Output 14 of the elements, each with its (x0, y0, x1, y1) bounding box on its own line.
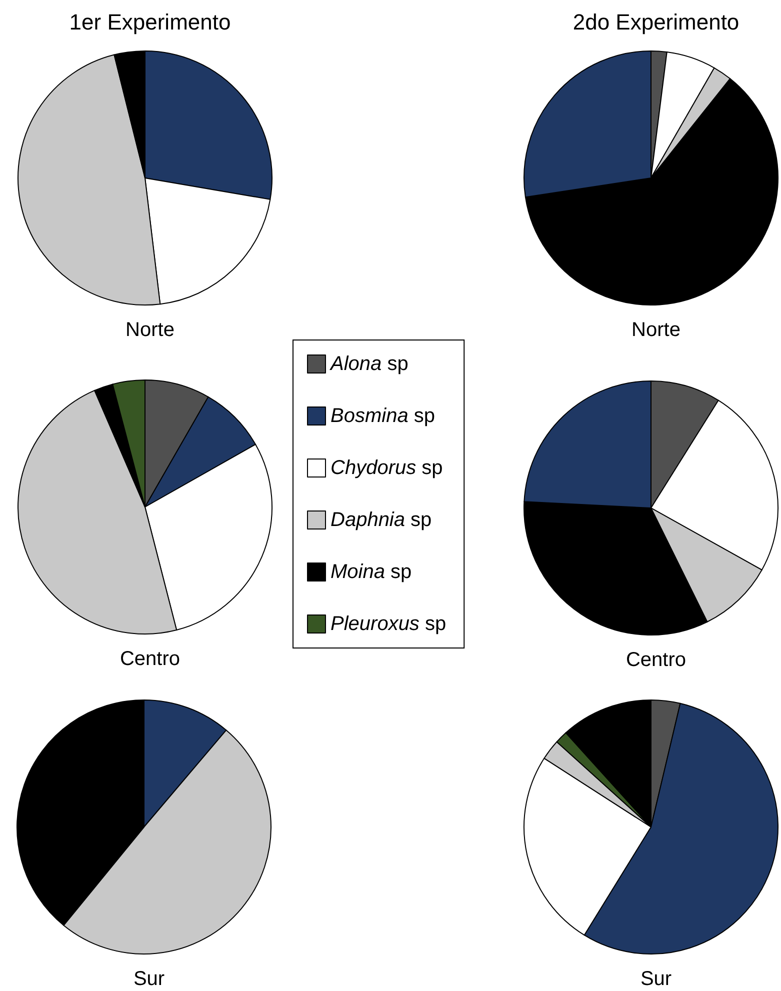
legend-label: Bosmina sp (330, 405, 435, 427)
text: Sur (133, 968, 165, 990)
text: Norte (126, 319, 174, 341)
text: Centro (626, 649, 686, 671)
text: Centro (120, 648, 180, 670)
text: Norte (632, 319, 680, 341)
legend-label: Alona sp (330, 353, 408, 375)
legend-label: Pleuroxus sp (330, 613, 446, 635)
legend-label: Daphnia sp (330, 509, 432, 531)
legend-label: Chydorus sp (330, 457, 443, 479)
legend-label: Moina sp (330, 561, 412, 583)
chart-title: 2do Experimento (572, 10, 740, 34)
text: Sur (640, 968, 672, 990)
chart-title: 1er Experimento (69, 10, 231, 34)
